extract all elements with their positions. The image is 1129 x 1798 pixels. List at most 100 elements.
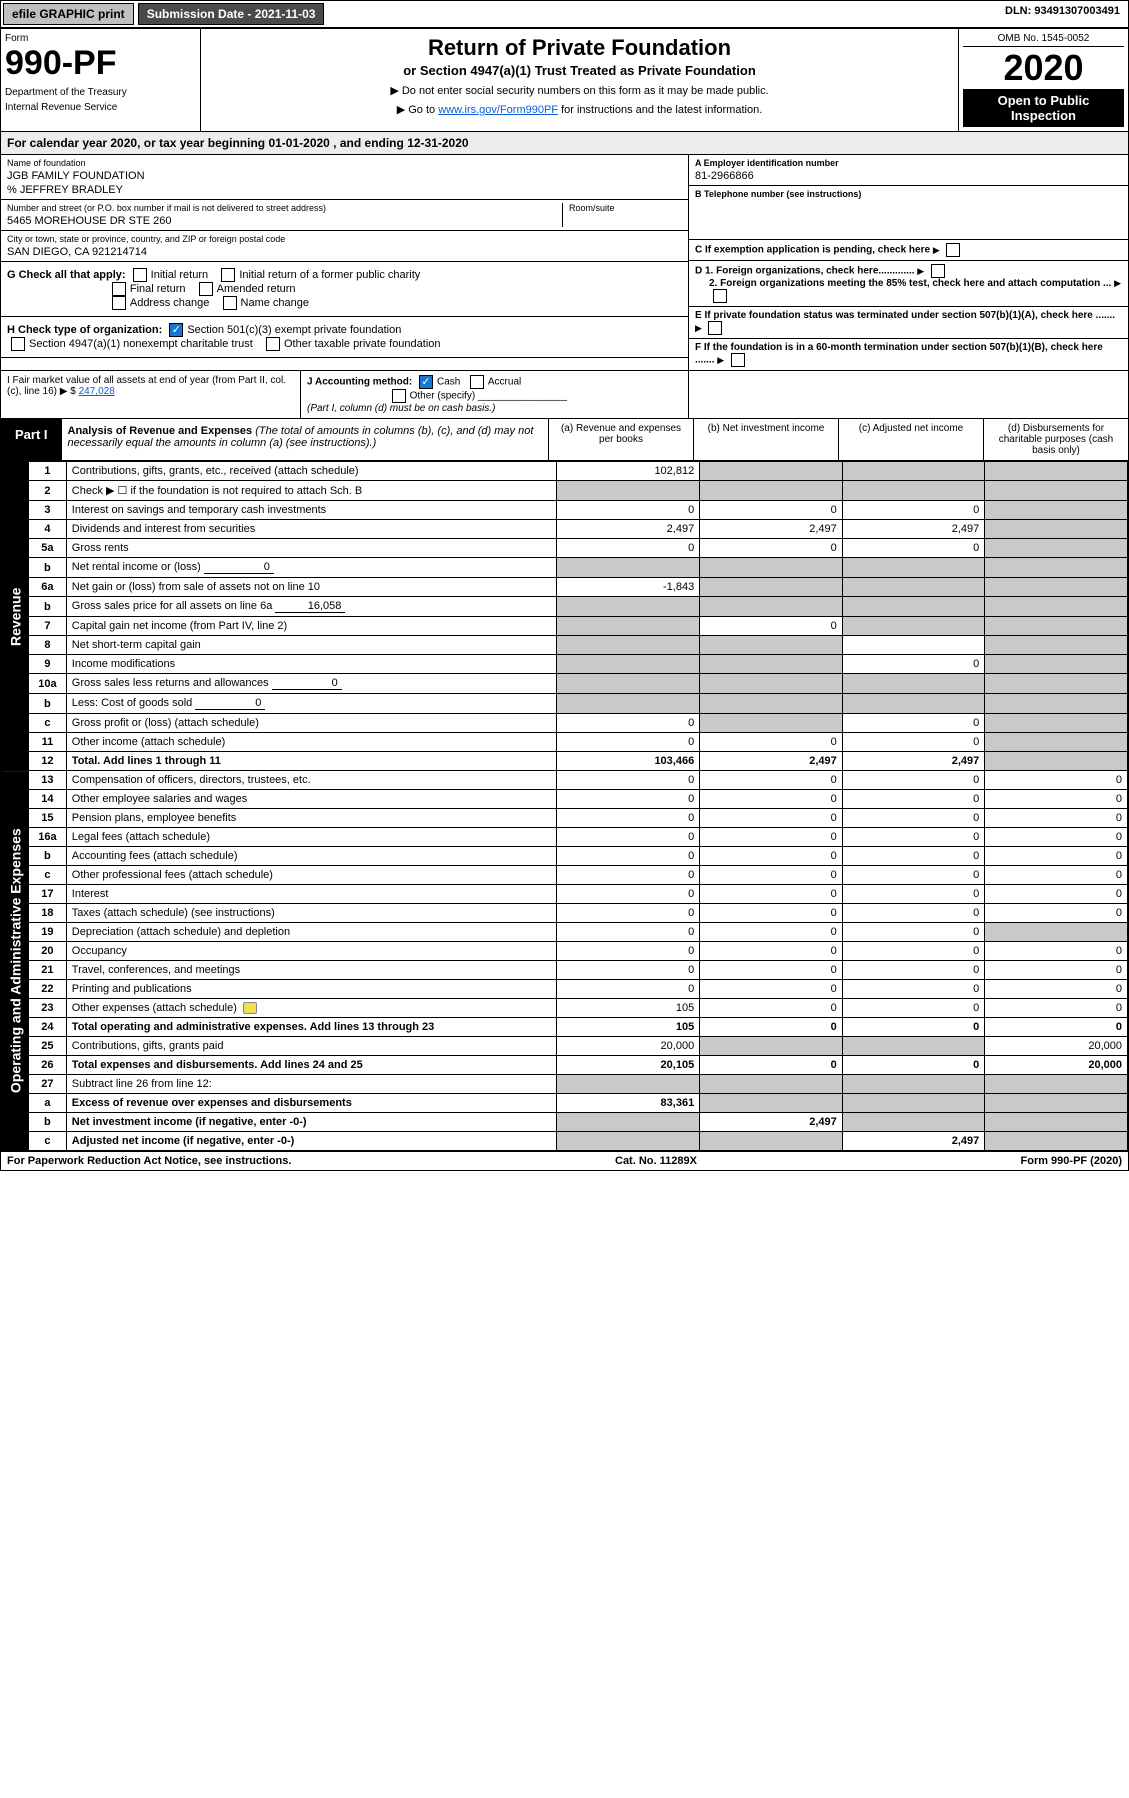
line-desc: Other employee salaries and wages xyxy=(66,790,557,809)
irs-link[interactable]: www.irs.gov/Form990PF xyxy=(438,104,558,116)
amt-a xyxy=(557,694,700,714)
amt-a: 0 xyxy=(557,809,700,828)
cal-begin: 01-01-2020 xyxy=(268,136,329,150)
amt-c: 0 xyxy=(842,771,985,790)
final-return-checkbox[interactable] xyxy=(112,282,126,296)
amt-b: 2,497 xyxy=(700,1113,843,1132)
amt-b: 0 xyxy=(700,961,843,980)
amt-b: 0 xyxy=(700,809,843,828)
amt-a: 0 xyxy=(557,866,700,885)
f-cell-dup xyxy=(688,371,1128,418)
table-row: bNet investment income (if negative, ent… xyxy=(2,1113,1128,1132)
line-desc: Interest xyxy=(66,885,557,904)
accrual-checkbox[interactable] xyxy=(470,375,484,389)
line-number: 3 xyxy=(29,501,67,520)
amt-a: 0 xyxy=(557,501,700,520)
amt-d: 0 xyxy=(985,885,1128,904)
d2-checkbox[interactable] xyxy=(713,289,727,303)
amt-c: 2,497 xyxy=(842,520,985,539)
e-checkbox[interactable] xyxy=(708,321,722,335)
line-desc: Total. Add lines 1 through 11 xyxy=(66,752,557,771)
line-number: b xyxy=(29,597,67,617)
amt-a: 105 xyxy=(557,999,700,1018)
cash-checkbox[interactable] xyxy=(419,375,433,389)
line-desc: Subtract line 26 from line 12: xyxy=(66,1075,557,1094)
amt-c: 0 xyxy=(842,539,985,558)
col-c-header: (c) Adjusted net income xyxy=(838,419,983,460)
city: SAN DIEGO, CA 921214714 xyxy=(7,246,682,258)
line-number: 10a xyxy=(29,674,67,694)
line-desc: Other expenses (attach schedule) xyxy=(66,999,557,1018)
initial-public-checkbox[interactable] xyxy=(221,268,235,282)
j-other: Other (specify) xyxy=(410,391,476,402)
amt-b: 0 xyxy=(700,885,843,904)
attachment-icon[interactable] xyxy=(243,1002,257,1014)
f-checkbox[interactable] xyxy=(731,353,745,367)
amt-c xyxy=(842,636,985,655)
topbar: efile GRAPHIC print Submission Date - 20… xyxy=(1,1,1128,29)
line-number: 27 xyxy=(29,1075,67,1094)
dln: DLN: 93491307003491 xyxy=(997,1,1128,27)
line-desc: Legal fees (attach schedule) xyxy=(66,828,557,847)
line-desc: Dividends and interest from securities xyxy=(66,520,557,539)
amt-c: 0 xyxy=(842,1018,985,1037)
amt-b xyxy=(700,462,843,481)
amt-d: 0 xyxy=(985,980,1128,999)
d1-checkbox[interactable] xyxy=(931,264,945,278)
d-cell: D 1. Foreign organizations, check here..… xyxy=(689,261,1128,307)
amt-c: 0 xyxy=(842,885,985,904)
amt-d: 0 xyxy=(985,942,1128,961)
table-row: 7Capital gain net income (from Part IV, … xyxy=(2,617,1128,636)
cal-mid: , and ending xyxy=(330,136,407,150)
form-header: Form 990-PF Department of the Treasury I… xyxy=(1,29,1128,132)
c-checkbox[interactable] xyxy=(946,243,960,257)
inline-amount: 0 xyxy=(272,677,342,690)
g-opt-2: Final return xyxy=(130,283,186,295)
line-desc: Pension plans, employee benefits xyxy=(66,809,557,828)
amt-a: 105 xyxy=(557,1018,700,1037)
4947-checkbox[interactable] xyxy=(11,337,25,351)
amended-return-checkbox[interactable] xyxy=(199,282,213,296)
j-note: (Part I, column (d) must be on cash basi… xyxy=(307,403,495,414)
name-change-checkbox[interactable] xyxy=(223,296,237,310)
address-change-checkbox[interactable] xyxy=(112,296,126,310)
amt-a: 0 xyxy=(557,923,700,942)
amt-a xyxy=(557,597,700,617)
h-opt3: Other taxable private foundation xyxy=(284,338,441,350)
line-number: 13 xyxy=(29,771,67,790)
table-row: bLess: Cost of goods sold 0 xyxy=(2,694,1128,714)
line-desc: Gross profit or (loss) (attach schedule) xyxy=(66,714,557,733)
open-public-badge: Open to Public Inspection xyxy=(963,89,1124,127)
amt-b: 0 xyxy=(700,828,843,847)
table-row: 16aLegal fees (attach schedule)0000 xyxy=(2,828,1128,847)
footer: For Paperwork Reduction Act Notice, see … xyxy=(1,1151,1128,1170)
table-row: 27Subtract line 26 from line 12: xyxy=(2,1075,1128,1094)
line-desc: Depreciation (attach schedule) and deple… xyxy=(66,923,557,942)
501c3-checkbox[interactable] xyxy=(169,323,183,337)
form-label: Form xyxy=(5,33,196,44)
initial-return-checkbox[interactable] xyxy=(133,268,147,282)
tax-year: 2020 xyxy=(963,47,1124,89)
line-number: 2 xyxy=(29,481,67,501)
h-check-row: H Check type of organization: Section 50… xyxy=(1,317,688,358)
other-method-checkbox[interactable] xyxy=(392,389,406,403)
amt-a xyxy=(557,558,700,578)
amt-c xyxy=(842,1037,985,1056)
amt-b: 0 xyxy=(700,539,843,558)
other-taxable-checkbox[interactable] xyxy=(266,337,280,351)
amt-b xyxy=(700,481,843,501)
line-number: b xyxy=(29,558,67,578)
amt-d: 20,000 xyxy=(985,1037,1128,1056)
amt-c xyxy=(842,694,985,714)
amt-a xyxy=(557,655,700,674)
amt-a: 83,361 xyxy=(557,1094,700,1113)
efile-button[interactable]: efile GRAPHIC print xyxy=(3,3,134,25)
header-center: Return of Private Foundation or Section … xyxy=(201,29,958,131)
line-number: 23 xyxy=(29,999,67,1018)
foundation-name: JGB FAMILY FOUNDATION xyxy=(7,170,682,182)
amt-c xyxy=(842,1094,985,1113)
header-right: OMB No. 1545-0052 2020 Open to Public In… xyxy=(958,29,1128,131)
line-number: 8 xyxy=(29,636,67,655)
line-number: 4 xyxy=(29,520,67,539)
col-d-header: (d) Disbursements for charitable purpose… xyxy=(983,419,1128,460)
